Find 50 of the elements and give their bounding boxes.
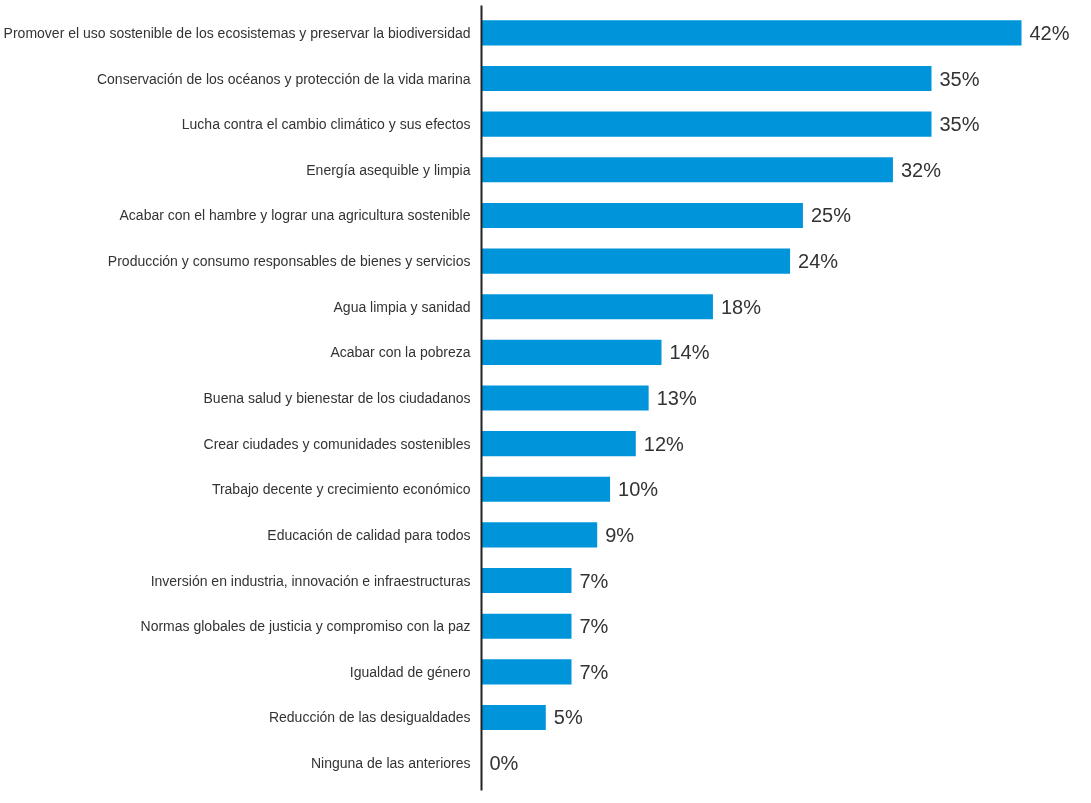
y-tick-label: Energía asequible y limpia [306, 161, 471, 178]
data-label: 32% [900, 158, 942, 181]
bar [481, 111, 932, 137]
data-label: 13% [656, 387, 697, 409]
y-tick-label: Ninguna de las anteriores [310, 755, 471, 772]
y-tick-label: Producción y consumo responsables de bienes y servicios [107, 253, 471, 270]
bar [481, 659, 572, 685]
bar [481, 385, 649, 411]
data-label: 7% [579, 660, 609, 683]
bar [481, 613, 572, 639]
data-label: 25% [810, 204, 852, 227]
bar [481, 704, 546, 731]
bar [481, 65, 932, 92]
data-label: 35% [939, 67, 980, 90]
y-tick-label: Crear ciudades y comunidades sostenibles [203, 435, 471, 452]
bar [481, 339, 662, 365]
bar [481, 476, 611, 502]
y-tick-label: Acabar con la pobreza [330, 344, 471, 361]
bar [481, 157, 893, 183]
y-tick-label: Acabar con el hambre y lograr una agricultura sostenible [119, 207, 471, 224]
data-label: 12% [643, 432, 685, 455]
y-tick-label: Normas globales de justicia y compromiso con la paz [140, 618, 471, 635]
data-label: 7% [579, 615, 609, 638]
y-tick-label: Trabajo decente y crecimiento económico [211, 481, 471, 498]
y-tick-label: Lucha contra el cambio climático y sus efectos [181, 116, 471, 133]
data-label: 9% [605, 523, 635, 546]
data-label: 14% [669, 341, 710, 364]
data-label: 42% [1029, 21, 1070, 44]
bar [481, 522, 598, 548]
y-tick-label: Educación de calidad para todos [267, 526, 471, 543]
data-label: 24% [798, 250, 839, 273]
y-tick-label: Agua limpia y sanidad [333, 298, 471, 315]
data-label: 5% [553, 706, 583, 729]
data-label: 0% [489, 752, 519, 775]
data-label: 18% [720, 295, 762, 318]
bar [481, 248, 791, 274]
y-tick-label: Promover el uso sostenible de los ecosistemas y preservar la biodiversidad [3, 24, 471, 41]
data-label: 10% [618, 478, 659, 501]
y-tick-label: Buena salud y bienestar de los ciudadanos [203, 390, 471, 406]
bar [481, 568, 572, 594]
data-label: 35% [939, 113, 980, 136]
y-tick-label: Inversión en industria, innovación e infraestructuras [150, 572, 471, 589]
y-tick-label: Igualdad de género [349, 663, 471, 680]
bar [481, 20, 1022, 46]
y-tick-label: Reducción de las desigualdades [268, 709, 471, 726]
bar [481, 202, 803, 228]
bar [481, 431, 636, 457]
y-tick-label: Conservación de los océanos y protección de la vida marina [96, 70, 471, 87]
data-label: 7% [579, 569, 609, 592]
bar [481, 294, 713, 320]
